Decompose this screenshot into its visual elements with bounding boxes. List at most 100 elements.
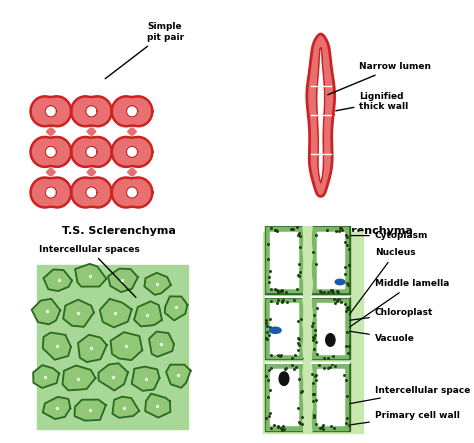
Ellipse shape: [326, 334, 335, 346]
Polygon shape: [145, 394, 171, 418]
Bar: [264, 363, 303, 431]
Text: Lignified
thick wall: Lignified thick wall: [336, 92, 409, 111]
Polygon shape: [112, 137, 152, 167]
Bar: [271, 369, 298, 425]
Polygon shape: [109, 148, 115, 156]
Bar: [317, 232, 344, 288]
Polygon shape: [63, 299, 94, 327]
Bar: [317, 232, 344, 288]
Bar: [312, 365, 348, 430]
Polygon shape: [132, 367, 159, 391]
Polygon shape: [68, 188, 74, 197]
Polygon shape: [127, 146, 138, 158]
Bar: [312, 299, 348, 358]
Polygon shape: [46, 128, 55, 135]
Text: Primary cell wall: Primary cell wall: [352, 411, 460, 425]
Polygon shape: [166, 365, 191, 388]
Polygon shape: [46, 169, 55, 175]
Polygon shape: [68, 107, 74, 116]
Text: L.S. Sclerenchyma: L.S. Sclerenchyma: [298, 226, 413, 236]
Bar: [264, 226, 303, 294]
Bar: [317, 303, 344, 354]
Text: Nucleus: Nucleus: [332, 249, 415, 338]
Text: Vacuole: Vacuole: [333, 329, 415, 342]
Polygon shape: [100, 299, 132, 327]
Bar: [263, 232, 363, 433]
Polygon shape: [68, 107, 74, 116]
Polygon shape: [68, 148, 74, 156]
Polygon shape: [30, 178, 71, 207]
Polygon shape: [165, 296, 187, 320]
Polygon shape: [63, 365, 95, 390]
Polygon shape: [30, 137, 71, 167]
Bar: [317, 369, 344, 425]
Ellipse shape: [335, 279, 345, 285]
Bar: [271, 232, 298, 288]
Polygon shape: [128, 128, 137, 135]
Polygon shape: [149, 331, 174, 357]
Polygon shape: [43, 333, 71, 360]
Bar: [317, 369, 344, 425]
Bar: [271, 303, 298, 354]
Polygon shape: [109, 148, 115, 156]
Bar: [271, 303, 298, 354]
Polygon shape: [128, 169, 137, 175]
Polygon shape: [145, 273, 171, 295]
Text: T.S. Sclerenchyma: T.S. Sclerenchyma: [62, 226, 175, 236]
Bar: [317, 303, 344, 354]
Polygon shape: [86, 146, 97, 158]
Polygon shape: [112, 97, 152, 126]
Bar: [271, 369, 298, 425]
Polygon shape: [99, 363, 128, 390]
Polygon shape: [127, 187, 138, 198]
Polygon shape: [87, 128, 96, 135]
Polygon shape: [45, 146, 56, 158]
Text: Intercellular space: Intercellular space: [310, 386, 470, 411]
Polygon shape: [74, 400, 106, 421]
Polygon shape: [32, 299, 60, 324]
Polygon shape: [45, 105, 56, 117]
Polygon shape: [108, 268, 138, 292]
Polygon shape: [127, 105, 138, 117]
Bar: [266, 365, 302, 430]
Polygon shape: [87, 128, 96, 135]
Bar: [312, 227, 348, 292]
Polygon shape: [86, 105, 97, 117]
Polygon shape: [78, 335, 107, 362]
Polygon shape: [43, 397, 70, 419]
Bar: [311, 297, 350, 359]
Polygon shape: [134, 301, 162, 326]
Polygon shape: [317, 47, 325, 183]
Polygon shape: [110, 332, 142, 360]
Text: Intercellular spaces: Intercellular spaces: [39, 245, 140, 297]
Polygon shape: [86, 187, 97, 198]
Text: Chloroplast: Chloroplast: [278, 308, 433, 330]
Bar: [266, 299, 302, 358]
Polygon shape: [71, 178, 112, 207]
Ellipse shape: [270, 327, 281, 334]
Text: Narrow lumen: Narrow lumen: [328, 62, 431, 95]
Polygon shape: [46, 169, 55, 175]
Bar: [311, 363, 350, 431]
Polygon shape: [46, 128, 55, 135]
Polygon shape: [109, 107, 115, 116]
Polygon shape: [33, 365, 59, 388]
Polygon shape: [87, 169, 96, 175]
Polygon shape: [112, 396, 139, 418]
Bar: [303, 363, 311, 431]
Polygon shape: [68, 148, 74, 156]
Bar: [264, 297, 303, 359]
Polygon shape: [30, 97, 71, 126]
Polygon shape: [71, 137, 112, 167]
Text: Cytoplasm: Cytoplasm: [351, 231, 428, 240]
Bar: [271, 232, 298, 288]
Polygon shape: [112, 178, 152, 207]
Text: Middle lamella: Middle lamella: [304, 280, 449, 359]
Bar: [37, 264, 188, 429]
Ellipse shape: [279, 372, 289, 385]
Bar: [303, 226, 311, 294]
Polygon shape: [109, 107, 115, 116]
Polygon shape: [128, 128, 137, 135]
Polygon shape: [45, 187, 56, 198]
Bar: [311, 226, 350, 294]
